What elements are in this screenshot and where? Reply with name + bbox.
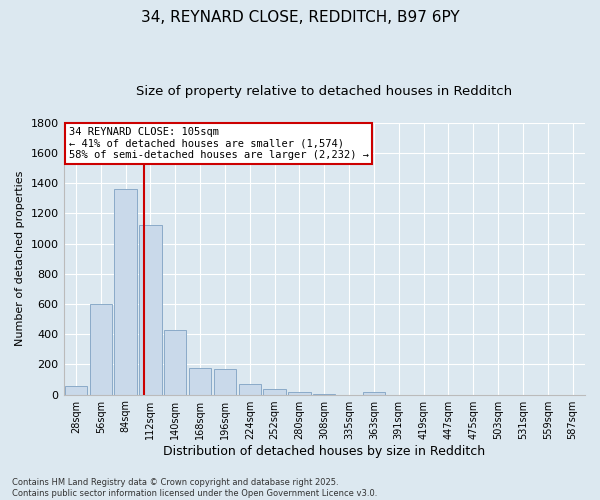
Bar	[239, 384, 261, 394]
Bar	[214, 369, 236, 394]
Bar	[363, 392, 385, 394]
Text: 34 REYNARD CLOSE: 105sqm
← 41% of detached houses are smaller (1,574)
58% of sem: 34 REYNARD CLOSE: 105sqm ← 41% of detach…	[69, 127, 369, 160]
Text: Contains HM Land Registry data © Crown copyright and database right 2025.
Contai: Contains HM Land Registry data © Crown c…	[12, 478, 377, 498]
Bar	[189, 368, 211, 394]
Bar	[115, 189, 137, 394]
Bar	[263, 388, 286, 394]
Text: 34, REYNARD CLOSE, REDDITCH, B97 6PY: 34, REYNARD CLOSE, REDDITCH, B97 6PY	[140, 10, 460, 25]
Y-axis label: Number of detached properties: Number of detached properties	[15, 171, 25, 346]
X-axis label: Distribution of detached houses by size in Redditch: Distribution of detached houses by size …	[163, 444, 485, 458]
Bar	[89, 304, 112, 394]
Bar	[164, 330, 187, 394]
Bar	[139, 226, 161, 394]
Bar	[65, 386, 87, 394]
Title: Size of property relative to detached houses in Redditch: Size of property relative to detached ho…	[136, 85, 512, 98]
Bar	[288, 392, 311, 394]
